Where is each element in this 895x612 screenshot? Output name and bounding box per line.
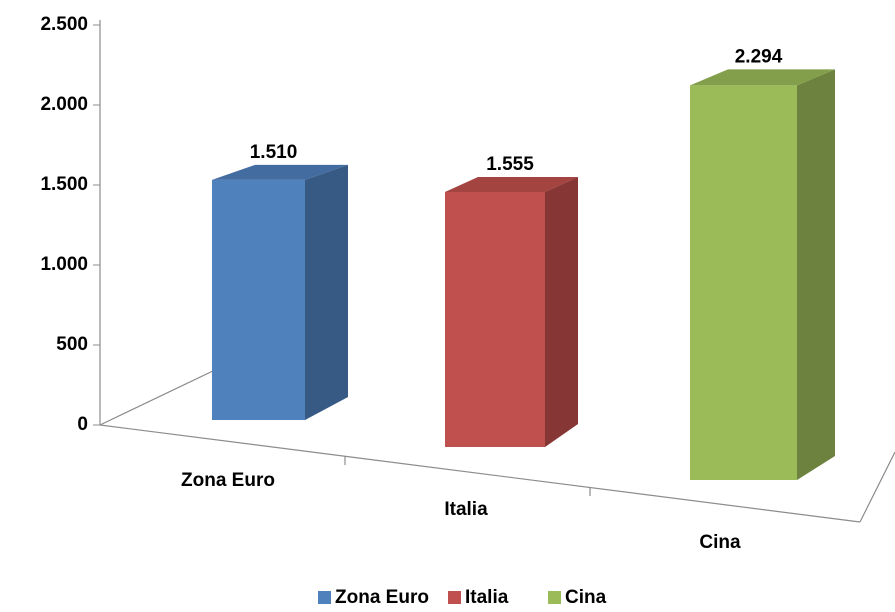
floor-right-edge	[859, 451, 895, 523]
legend-swatch	[448, 591, 461, 604]
y-tick-label: 1.000	[40, 254, 88, 275]
bar	[212, 179, 305, 420]
x-tick-label: Cina	[699, 532, 741, 553]
bar-side	[545, 176, 578, 448]
y-tick-label: 2.500	[40, 14, 88, 35]
x-tick-label: Zona Euro	[181, 470, 275, 491]
legend-swatch	[548, 591, 561, 604]
y-tick-label: 1.500	[40, 174, 88, 195]
bar-top	[690, 69, 835, 86]
y-tick-label: 0	[77, 414, 88, 435]
bar-top-shade	[445, 176, 578, 192]
legend-label: Italia	[465, 587, 509, 607]
bar-side	[305, 164, 348, 420]
bar-top-shade	[690, 69, 835, 86]
legend-swatch	[318, 591, 331, 604]
bar-side-shade	[305, 164, 348, 420]
value-label: 1.555	[486, 154, 534, 175]
bar-top	[212, 164, 348, 180]
bar-top-shade	[212, 164, 348, 180]
bar-side-shade	[797, 69, 835, 480]
y-tick-label: 500	[56, 334, 88, 355]
legend-label: Cina	[565, 587, 607, 607]
bar	[445, 191, 545, 447]
bar-side	[797, 69, 835, 480]
bar-side-shade	[545, 176, 578, 448]
value-label: 2.294	[735, 46, 783, 67]
legend-label: Zona Euro	[335, 587, 429, 607]
x-tick-label: Italia	[444, 499, 488, 520]
floor-front-edge	[99, 424, 861, 523]
bar-top	[445, 176, 578, 192]
value-label: 1.510	[250, 142, 298, 163]
y-tick-label: 2.000	[40, 94, 88, 115]
bar	[690, 85, 797, 480]
